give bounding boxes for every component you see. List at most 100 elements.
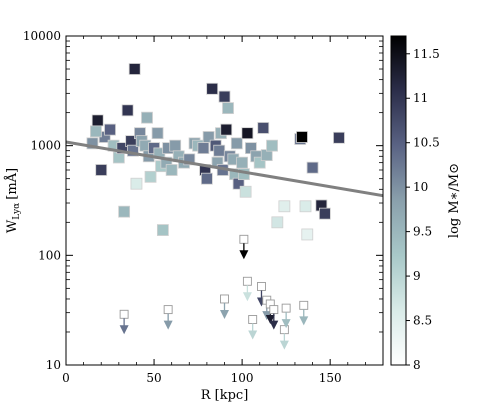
detection-point — [151, 127, 164, 140]
detection-point — [271, 216, 284, 229]
upper-limit-box — [119, 309, 129, 319]
detection-point — [213, 144, 226, 157]
upper-limit — [299, 300, 309, 326]
upper-limit-arrowhead — [299, 316, 309, 326]
upper-limit-box — [220, 294, 229, 304]
y-tick-label: 100 — [38, 248, 61, 262]
upper-limit-box — [163, 305, 173, 315]
upper-limit — [281, 303, 291, 329]
detection-point — [253, 156, 266, 169]
detection-point — [141, 111, 153, 124]
upper-limit-markers — [119, 234, 309, 350]
upper-limit-box — [299, 300, 309, 310]
upper-limit — [269, 305, 279, 330]
detection-point — [200, 172, 213, 185]
upper-limit — [119, 309, 129, 335]
y-axis-label-main: W — [5, 219, 20, 233]
detection-point — [118, 205, 131, 218]
detection-point — [183, 153, 196, 166]
detection-point — [197, 142, 210, 155]
upper-limit — [220, 294, 229, 319]
detection-point — [91, 114, 104, 127]
colorbar-tick-label: 10.5 — [413, 136, 440, 150]
colorbar-tick-label: 9.5 — [413, 225, 432, 239]
detection-point — [86, 137, 99, 150]
upper-limit-arrowhead — [220, 309, 229, 319]
upper-limit-box — [242, 276, 252, 286]
data-points — [86, 63, 345, 241]
detection-point — [301, 228, 314, 241]
detection-point — [121, 104, 134, 117]
upper-limit-box — [248, 315, 258, 324]
x-axis-ticks: 0 50 100 150 — [62, 36, 366, 385]
upper-limit — [239, 234, 249, 260]
detection-point — [306, 161, 319, 174]
y-axis-ticks: 10 100 1000 10000 — [23, 29, 383, 372]
detection-point — [202, 131, 215, 143]
colorbar-tick-label: 8.5 — [413, 314, 432, 328]
upper-limit — [279, 325, 289, 350]
detection-point — [144, 170, 157, 183]
detection-point — [128, 63, 141, 75]
detection-point — [104, 123, 116, 136]
detection-point — [127, 144, 139, 157]
upper-limit-arrowhead — [239, 250, 249, 260]
detection-point — [169, 139, 182, 152]
y-axis-label: WLyα [mÅ] — [4, 168, 22, 233]
detection-point — [241, 127, 254, 140]
upper-limit-box — [239, 234, 249, 244]
upper-limit-arrowhead — [248, 330, 258, 340]
colorbar — [390, 35, 407, 366]
y-tick-label: 1000 — [30, 139, 61, 153]
detection-point — [222, 102, 234, 115]
colorbar-tick-label: 10 — [413, 180, 428, 194]
upper-limit — [248, 315, 258, 340]
detection-point — [299, 200, 312, 213]
detection-point — [218, 90, 231, 103]
upper-limit — [242, 276, 252, 302]
detection-point — [236, 156, 249, 169]
upper-limit-arrowhead — [281, 319, 291, 329]
y-tick-label: 10 — [46, 358, 61, 372]
colorbar-tick-label: 11.5 — [413, 47, 440, 61]
detection-point — [220, 123, 233, 136]
colorbar-label: log M∗/M⊙ — [447, 163, 462, 238]
detection-point — [95, 164, 108, 176]
detection-point — [333, 131, 345, 144]
upper-limit-arrowhead — [119, 325, 129, 335]
fit-line — [65, 140, 384, 198]
x-tick-label: 150 — [319, 371, 342, 385]
upper-limit-box — [281, 303, 291, 313]
colorbar-tick-label: 8 — [413, 358, 421, 372]
detection-point — [90, 125, 102, 138]
colorbar-tick-label: 11 — [413, 91, 428, 105]
detection-point — [266, 139, 278, 152]
colorbar-ticks: 8 8.5 9 9.5 10 10.5 11 11.5 — [406, 47, 440, 372]
y-axis-label-unit: [mÅ] — [4, 168, 20, 200]
detection-point — [206, 82, 219, 95]
x-tick-label: 100 — [231, 371, 254, 385]
detection-point — [296, 131, 308, 143]
upper-limit-arrowhead — [163, 320, 173, 330]
detection-point — [257, 122, 270, 134]
y-tick-label: 10000 — [23, 29, 61, 43]
x-tick-label: 0 — [62, 371, 70, 385]
detection-point — [165, 164, 178, 176]
x-axis-label: R [kpc] — [201, 388, 249, 403]
upper-limit-box — [279, 325, 289, 335]
upper-limit-arrowhead — [269, 320, 279, 330]
upper-limit-box — [257, 282, 266, 291]
detection-point — [156, 224, 169, 236]
upper-limit-arrowhead — [279, 340, 289, 350]
detection-point — [230, 137, 243, 150]
detection-point — [318, 207, 331, 220]
colorbar-tick-label: 9 — [413, 269, 421, 283]
detection-point — [130, 177, 143, 190]
detection-point — [239, 185, 252, 198]
x-tick-label: 50 — [146, 371, 161, 385]
upper-limit-arrowhead — [242, 292, 252, 302]
detection-point — [278, 200, 291, 213]
upper-limit-arrowhead — [265, 314, 275, 324]
y-axis-label-sub: Lyα — [12, 203, 22, 220]
